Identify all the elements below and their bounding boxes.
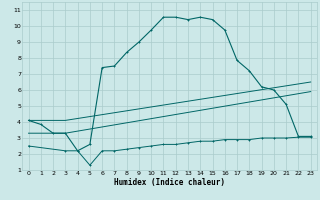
X-axis label: Humidex (Indice chaleur): Humidex (Indice chaleur) <box>114 178 225 187</box>
